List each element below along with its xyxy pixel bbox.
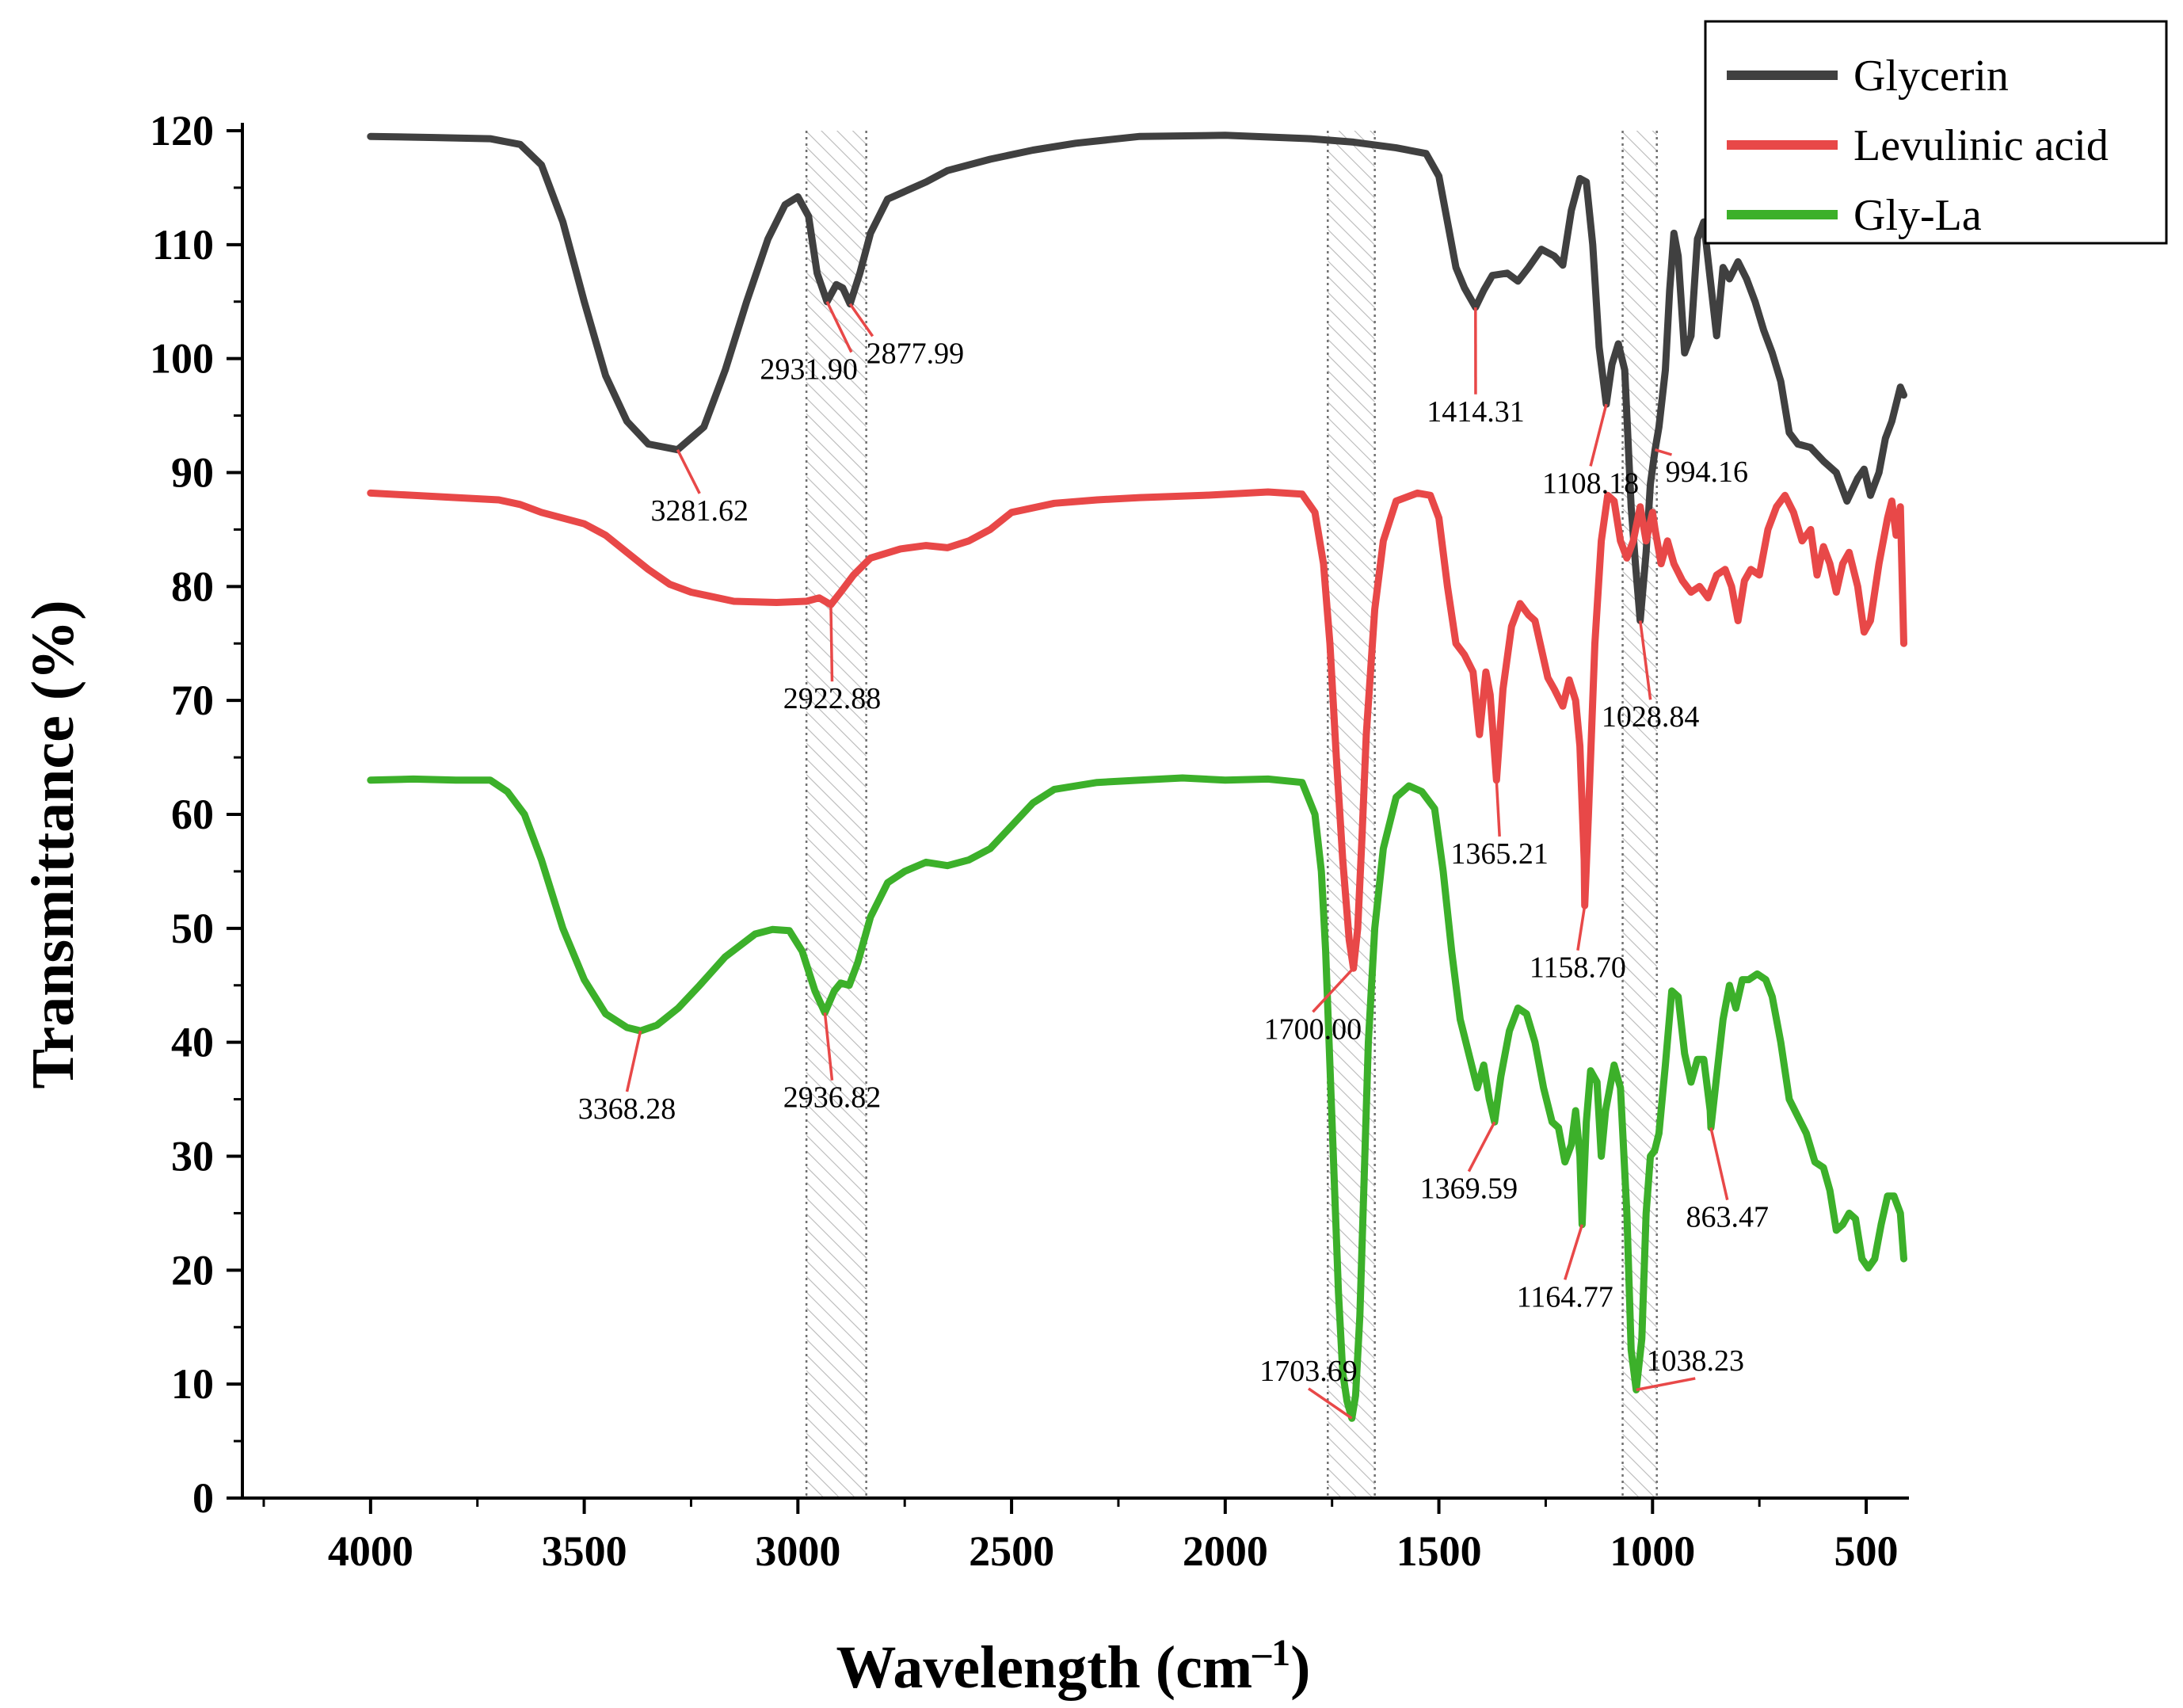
x-axis-title-end: ) <box>1290 1634 1310 1701</box>
annotation-label-1703.69: 1703.69 <box>1259 1355 1358 1388</box>
legend-label-gly-la: Gly-La <box>1853 191 1982 240</box>
y-tick-label-20: 20 <box>171 1246 214 1294</box>
y-tick-label-0: 0 <box>192 1474 214 1522</box>
annotation-label-3281.62: 3281.62 <box>651 494 749 528</box>
y-axis-title: Transmittance (%) <box>20 600 86 1088</box>
annotation-leader-1365.21 <box>1495 780 1501 837</box>
y-tick-label-30: 30 <box>171 1133 214 1180</box>
annotation-leader-1703.69 <box>1308 1387 1353 1420</box>
annotation-leader-3281.62 <box>676 448 701 494</box>
x-tick-label-500: 500 <box>1834 1527 1899 1575</box>
annotation-label-1369.59: 1369.59 <box>1420 1172 1518 1206</box>
y-tick-label-110: 110 <box>152 221 214 269</box>
y-tick-label-120: 120 <box>150 107 214 154</box>
annotation-leader-1028.84 <box>1639 620 1652 700</box>
annotation-leader-2877.99 <box>848 303 874 337</box>
y-tick-label-50: 50 <box>171 905 214 952</box>
annotation-label-2877.99: 2877.99 <box>867 337 965 370</box>
annotation-label-1365.21: 1365.21 <box>1450 837 1549 871</box>
annotation-leader-1369.59 <box>1467 1121 1496 1172</box>
highlight-band-1 <box>1328 131 1375 1498</box>
y-tick-label-10: 10 <box>171 1360 214 1408</box>
series-line-glycerin <box>367 132 1907 624</box>
peak-annotations: 2931.90 2877.99 3281.62 1414.31 1108.18 994.1… <box>578 300 1769 1420</box>
annotation-leader-2936.82 <box>823 1012 834 1081</box>
annotation-leader-1038.23 <box>1636 1377 1696 1392</box>
x-axis-title-main: Wavelength (cm <box>836 1634 1253 1701</box>
x-tick-label-3000: 3000 <box>755 1527 840 1575</box>
legend-box <box>1704 20 2168 245</box>
annotation-label-1164.77: 1164.77 <box>1517 1280 1613 1313</box>
legend: Glycerin Levulinic acid Gly-La <box>1704 20 2168 245</box>
legend-label-levulinic-acid: Levulinic acid <box>1853 121 2109 170</box>
y-tick-label-60: 60 <box>171 791 214 838</box>
annotation-leader-1164.77 <box>1564 1224 1584 1280</box>
y-tick-label-80: 80 <box>171 562 214 610</box>
series-line-gly-la <box>367 774 1907 1422</box>
annotation-leader-863.47 <box>1709 1127 1729 1201</box>
x-tick-label-2500: 2500 <box>969 1527 1054 1575</box>
axes: 0 10 20 30 40 50 60 70 80 90 100 110 120 4000 3500 3000… <box>150 107 1909 1575</box>
highlight-bands <box>805 131 1658 1498</box>
annotation-label-2936.82: 2936.82 <box>783 1081 882 1115</box>
annotation-leader-1108.18 <box>1589 403 1608 467</box>
series-lines <box>367 132 1907 1422</box>
annotation-label-1108.18: 1108.18 <box>1542 467 1639 500</box>
annotation-label-2931.90: 2931.90 <box>760 353 858 387</box>
x-tick-label-3500: 3500 <box>542 1527 627 1575</box>
annotation-label-1028.84: 1028.84 <box>1602 700 1700 734</box>
legend-label-glycerin: Glycerin <box>1853 51 2009 101</box>
annotation-label-994.16: 994.16 <box>1665 456 1748 489</box>
annotation-label-863.47: 863.47 <box>1686 1201 1769 1234</box>
highlight-band-0 <box>806 131 867 1498</box>
annotation-label-1158.70: 1158.70 <box>1530 951 1626 985</box>
y-tick-label-40: 40 <box>171 1019 214 1066</box>
annotation-label-3368.28: 3368.28 <box>578 1092 676 1126</box>
annotation-leader-3368.28 <box>625 1030 642 1092</box>
annotation-leader-2922.88 <box>829 604 834 682</box>
annotation-leader-994.16 <box>1654 448 1672 456</box>
annotation-label-1414.31: 1414.31 <box>1427 395 1525 429</box>
x-tick-label-1500: 1500 <box>1396 1527 1482 1575</box>
y-tick-label-100: 100 <box>150 335 214 383</box>
annotation-label-1700.00: 1700.00 <box>1264 1012 1362 1046</box>
annotation-leader-1158.70 <box>1576 905 1587 951</box>
y-tick-label-70: 70 <box>171 677 214 724</box>
annotation-label-2922.88: 2922.88 <box>783 682 882 715</box>
annotation-leader-2931.90 <box>825 300 853 353</box>
x-tick-label-4000: 4000 <box>328 1527 413 1575</box>
x-tick-label-2000: 2000 <box>1183 1527 1268 1575</box>
annotation-label-1038.23: 1038.23 <box>1647 1344 1745 1378</box>
y-tick-label-90: 90 <box>171 449 214 497</box>
annotation-leader-1700.00 <box>1312 966 1354 1013</box>
x-tick-label-1000: 1000 <box>1610 1527 1695 1575</box>
series-line-levulinic-acid <box>367 488 1907 972</box>
x-axis-title: Wavelength (cm–1) <box>836 1632 1311 1701</box>
x-axis-title-superscript: –1 <box>1252 1632 1290 1674</box>
